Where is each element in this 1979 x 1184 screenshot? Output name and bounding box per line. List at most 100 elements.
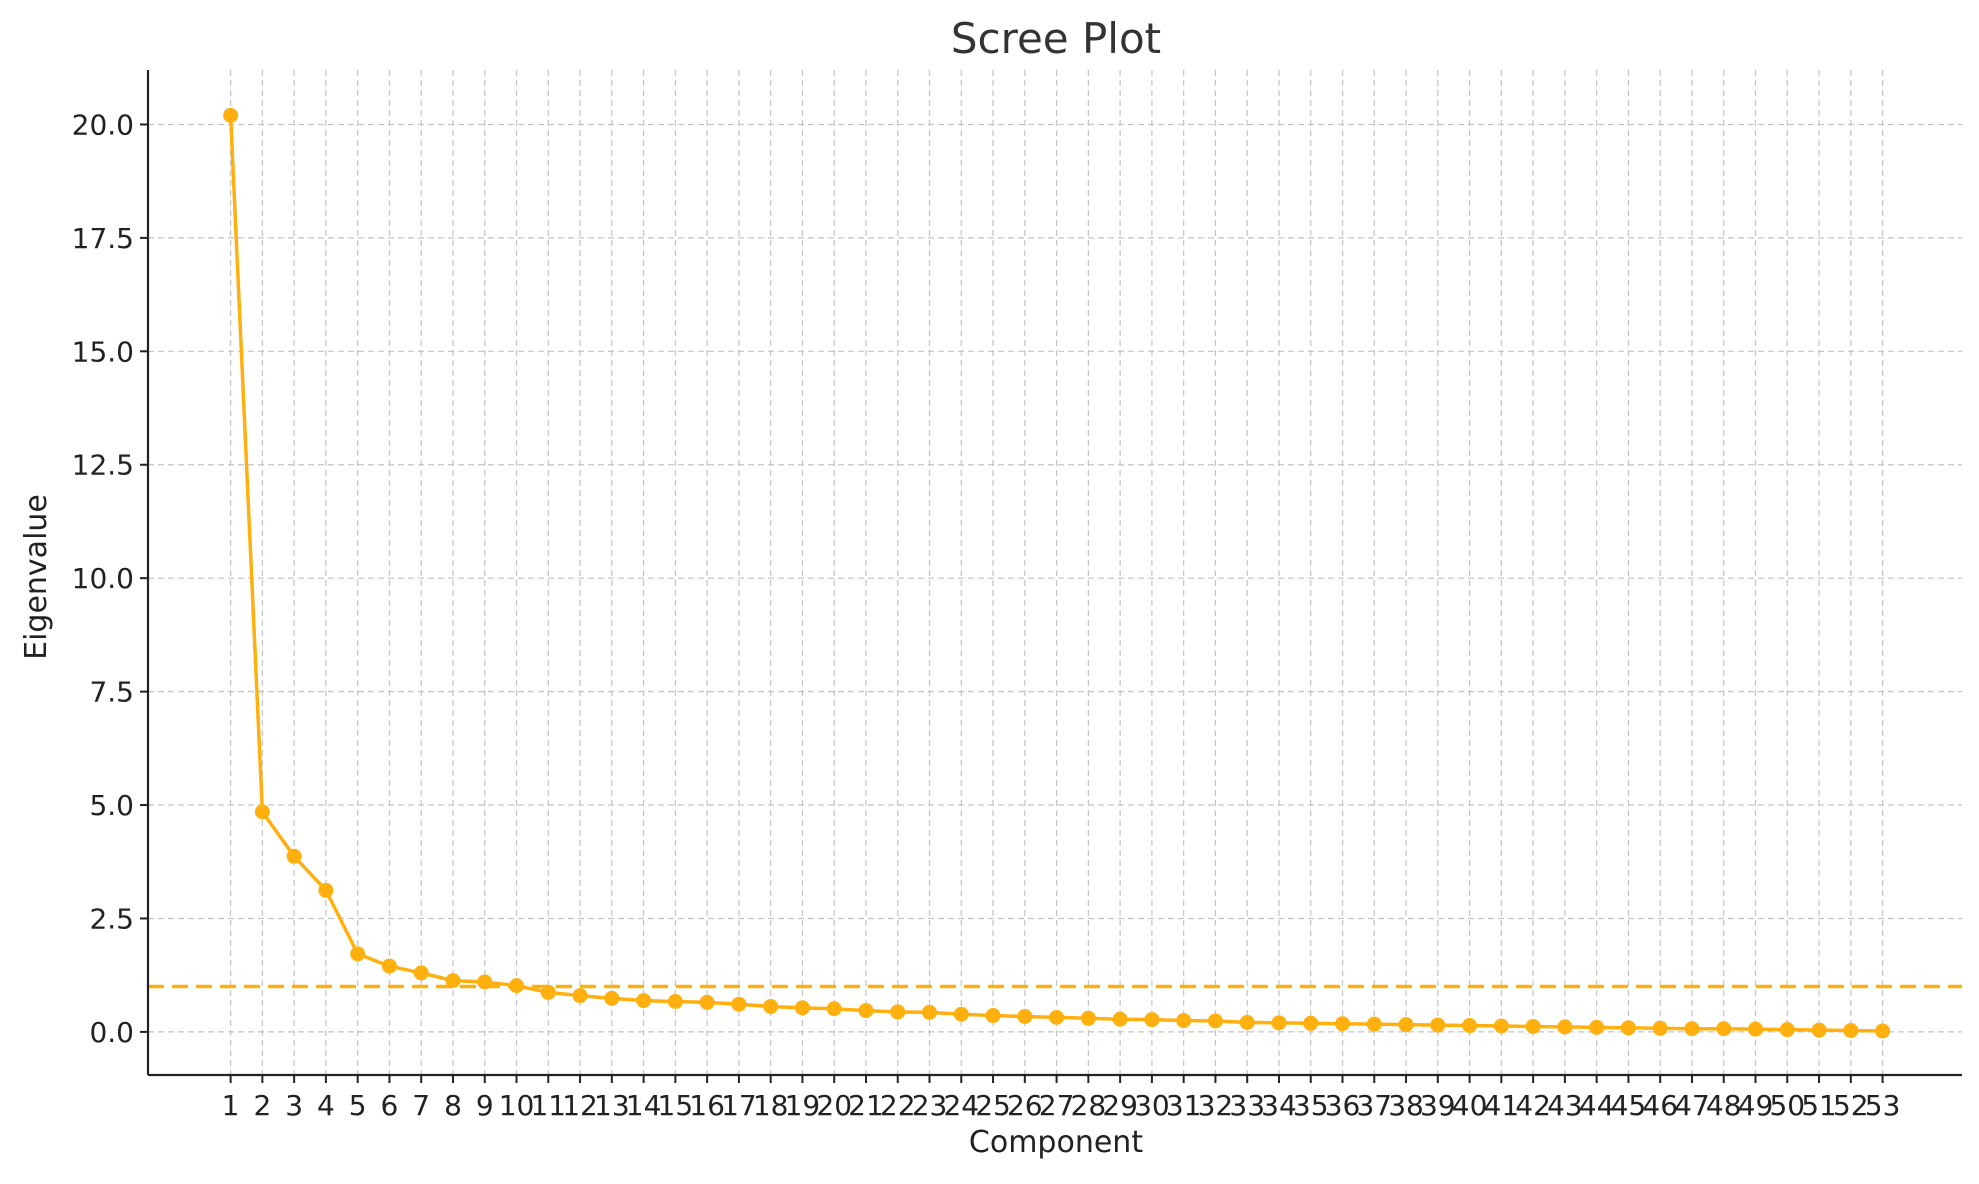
x-tick-label: 25	[975, 1089, 1011, 1122]
data-point	[1462, 1018, 1478, 1034]
data-point	[1652, 1020, 1668, 1036]
x-tick-label: 26	[1007, 1089, 1043, 1122]
x-tick-label: 6	[381, 1089, 399, 1122]
y-tick-label: 0.0	[89, 1016, 134, 1049]
y-tick-label: 5.0	[89, 789, 134, 822]
x-tick-label: 14	[626, 1089, 662, 1122]
data-point	[1525, 1018, 1541, 1034]
data-point	[286, 848, 302, 864]
data-point	[604, 990, 620, 1006]
y-tick-label: 7.5	[89, 676, 134, 709]
axes	[140, 70, 1962, 1083]
data-point	[1716, 1021, 1732, 1037]
x-tick-label: 36	[1325, 1089, 1361, 1122]
x-tick-label: 31	[1166, 1089, 1202, 1122]
y-tick-label: 2.5	[89, 902, 134, 935]
data-point	[1493, 1018, 1509, 1034]
x-tick-label: 15	[658, 1089, 694, 1122]
chart-title: Scree Plot	[951, 14, 1161, 63]
x-tick-label: 28	[1071, 1089, 1107, 1122]
y-tick-label: 20.0	[72, 108, 134, 141]
x-tick-label: 37	[1356, 1089, 1392, 1122]
data-point	[1843, 1023, 1859, 1039]
x-tick-label: 12	[562, 1089, 598, 1122]
data-point	[1557, 1019, 1573, 1035]
x-tick-label: 22	[880, 1089, 916, 1122]
y-tick-label: 15.0	[72, 335, 134, 368]
y-tick-label: 12.5	[72, 449, 134, 482]
data-point	[318, 882, 334, 898]
x-tick-label: 20	[816, 1089, 852, 1122]
x-tick-label: 38	[1388, 1089, 1424, 1122]
x-tick-label: 18	[753, 1089, 789, 1122]
y-axis-label: Eigenvalue	[19, 494, 54, 660]
data-point	[350, 946, 366, 962]
x-tick-label: 39	[1420, 1089, 1456, 1122]
data-point	[540, 984, 556, 1000]
data-point	[1017, 1008, 1033, 1024]
x-tick-label: 52	[1833, 1089, 1869, 1122]
x-tick-label: 49	[1738, 1089, 1774, 1122]
x-tick-label: 9	[476, 1089, 494, 1122]
x-tick-label: 30	[1134, 1089, 1170, 1122]
x-tick-label: 16	[689, 1089, 725, 1122]
x-tick-label: 29	[1102, 1089, 1138, 1122]
x-tick-label: 5	[349, 1089, 367, 1122]
x-tick-label: 24	[943, 1089, 979, 1122]
x-tick-label: 3	[285, 1089, 303, 1122]
x-tick-label: 45	[1611, 1089, 1647, 1122]
x-tick-label: 51	[1801, 1089, 1837, 1122]
data-point	[1239, 1014, 1255, 1030]
data-point	[477, 974, 493, 990]
x-tick-label: 11	[530, 1089, 566, 1122]
x-tick-label: 21	[848, 1089, 884, 1122]
x-axis-label: Component	[969, 1125, 1143, 1160]
data-point	[223, 107, 239, 123]
x-tick-label: 34	[1261, 1089, 1297, 1122]
x-tick-label: 2	[253, 1089, 271, 1122]
x-tick-label: 13	[594, 1089, 630, 1122]
x-tick-label: 27	[1039, 1089, 1075, 1122]
data-point	[1430, 1017, 1446, 1033]
y-tick-label: 10.0	[72, 562, 134, 595]
grid	[148, 70, 1962, 1075]
x-tick-label: 48	[1706, 1089, 1742, 1122]
x-tick-label: 17	[721, 1089, 757, 1122]
x-tick-label: 1	[222, 1089, 240, 1122]
series-layer	[223, 107, 1891, 1039]
x-tick-label: 53	[1865, 1089, 1901, 1122]
data-point	[731, 996, 747, 1012]
data-point	[1112, 1011, 1128, 1027]
data-point	[858, 1003, 874, 1019]
data-point	[1779, 1022, 1795, 1038]
y-tick-label: 17.5	[72, 222, 134, 255]
data-point	[1049, 1009, 1065, 1025]
x-tick-label: 50	[1769, 1089, 1805, 1122]
data-point	[953, 1006, 969, 1022]
tick-labels: 1 2 3 4 5 6 7 8 9 1011121314151617181920212223242…	[72, 108, 1901, 1122]
data-point	[1303, 1015, 1319, 1031]
data-point	[1271, 1015, 1287, 1031]
data-point	[413, 965, 429, 981]
data-point	[381, 958, 397, 974]
x-tick-label: 8	[444, 1089, 462, 1122]
data-point	[254, 804, 270, 820]
data-point	[1398, 1017, 1414, 1033]
data-point	[699, 994, 715, 1010]
data-point	[445, 973, 461, 989]
x-tick-label: 43	[1547, 1089, 1583, 1122]
x-tick-label: 41	[1484, 1089, 1520, 1122]
data-point	[763, 998, 779, 1014]
data-point	[1335, 1016, 1351, 1032]
data-point	[1366, 1016, 1382, 1032]
data-point	[1811, 1022, 1827, 1038]
data-point	[1589, 1019, 1605, 1035]
data-point	[1080, 1010, 1096, 1026]
data-point	[1207, 1013, 1223, 1029]
data-point	[667, 993, 683, 1009]
x-tick-label: 23	[912, 1089, 948, 1122]
data-point	[794, 1000, 810, 1016]
data-point	[1620, 1020, 1636, 1036]
